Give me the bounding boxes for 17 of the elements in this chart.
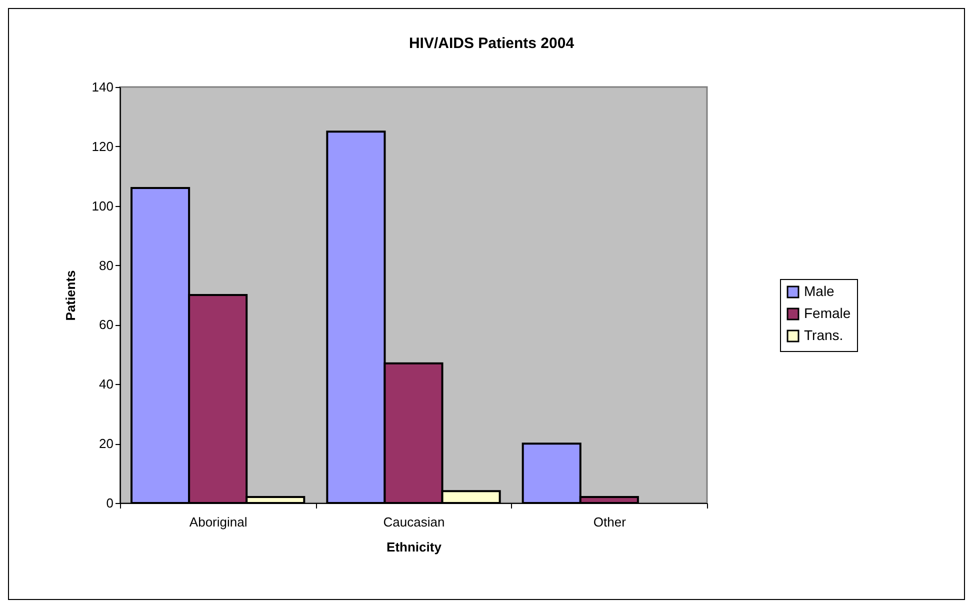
x-tick-label: Aboriginal [189,514,248,530]
x-axis-title: Ethnicity [386,540,442,554]
y-tick-label: 20 [99,436,114,452]
legend-label: Male [804,283,835,299]
y-tick-label: 0 [106,496,114,510]
x-tick-label: Caucasian [383,514,445,530]
y-tick-label: 40 [99,376,114,392]
legend-label: Female [804,305,851,321]
chart-title: HIV/AIDS Patients 2004 [408,35,575,52]
x-tick-label: Other [593,514,627,530]
y-tick-label: 120 [92,138,114,154]
y-tick-label: 60 [99,317,114,332]
y-tick-label: 100 [92,198,114,214]
y-tick-label: 80 [99,258,114,273]
legend-label: Trans. [804,327,844,343]
y-axis-title: Patients [62,270,78,321]
y-tick-label: 140 [92,80,114,94]
